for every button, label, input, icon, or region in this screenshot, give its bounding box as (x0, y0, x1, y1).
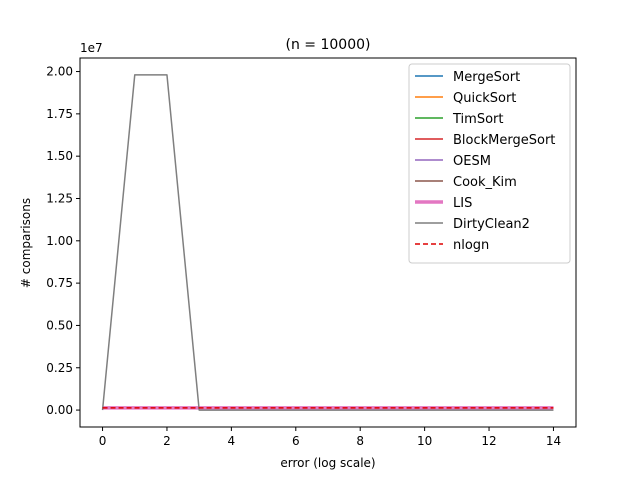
legend-label-timsort: TimSort (452, 112, 503, 127)
y-axis-offset-label: 1e7 (80, 41, 103, 55)
y-tick-label: 0.00 (46, 403, 73, 417)
x-tick-label: 14 (546, 434, 561, 448)
x-tick-label: 10 (417, 434, 432, 448)
y-axis-ticks: 0.00 0.25 0.50 0.75 1.00 1.25 1.50 1.75 2.00 (46, 65, 80, 417)
legend-label-lis: LIS (453, 196, 472, 211)
series-line-dirtyclean2 (101, 74, 554, 411)
legend-label-mergesort: MergeSort (453, 70, 520, 85)
x-tick-label: 0 (99, 434, 107, 448)
y-tick-label: 0.75 (46, 276, 73, 290)
chart-title: (n = 10000) (286, 37, 371, 53)
x-axis-title: error (log scale) (280, 456, 375, 470)
x-tick-label: 12 (481, 434, 496, 448)
y-tick-label: 0.25 (46, 361, 73, 375)
y-tick-label: 0.50 (46, 318, 73, 332)
x-axis-ticks: 0 2 4 6 8 10 12 14 (99, 427, 561, 448)
y-tick-label: 1.25 (46, 191, 73, 205)
legend-label-oesm: OESM (453, 154, 491, 169)
y-axis-title: # comparisons (19, 198, 33, 288)
x-tick-label: 6 (292, 434, 300, 448)
x-tick-label: 2 (163, 434, 171, 448)
legend: MergeSort QuickSort TimSort BlockMergeSort O… (408, 63, 571, 264)
x-tick-label: 4 (228, 434, 236, 448)
legend-box (408, 63, 571, 264)
legend-label-quicksort: QuickSort (453, 91, 516, 106)
y-tick-label: 1.50 (46, 149, 73, 163)
y-tick-label: 1.00 (46, 234, 73, 248)
legend-label-dirtyclean2: DirtyClean2 (453, 217, 530, 232)
y-tick-label: 2.00 (46, 65, 73, 79)
legend-label-nlogn: nlogn (453, 238, 489, 253)
legend-label-blockmergesort: BlockMergeSort (453, 133, 555, 148)
plot-lines (101, 74, 554, 411)
y-tick-label: 1.75 (46, 107, 73, 121)
legend-label-cook-kim: Cook_Kim (453, 175, 517, 190)
plot-frame (79, 57, 577, 428)
x-tick-label: 8 (356, 434, 364, 448)
